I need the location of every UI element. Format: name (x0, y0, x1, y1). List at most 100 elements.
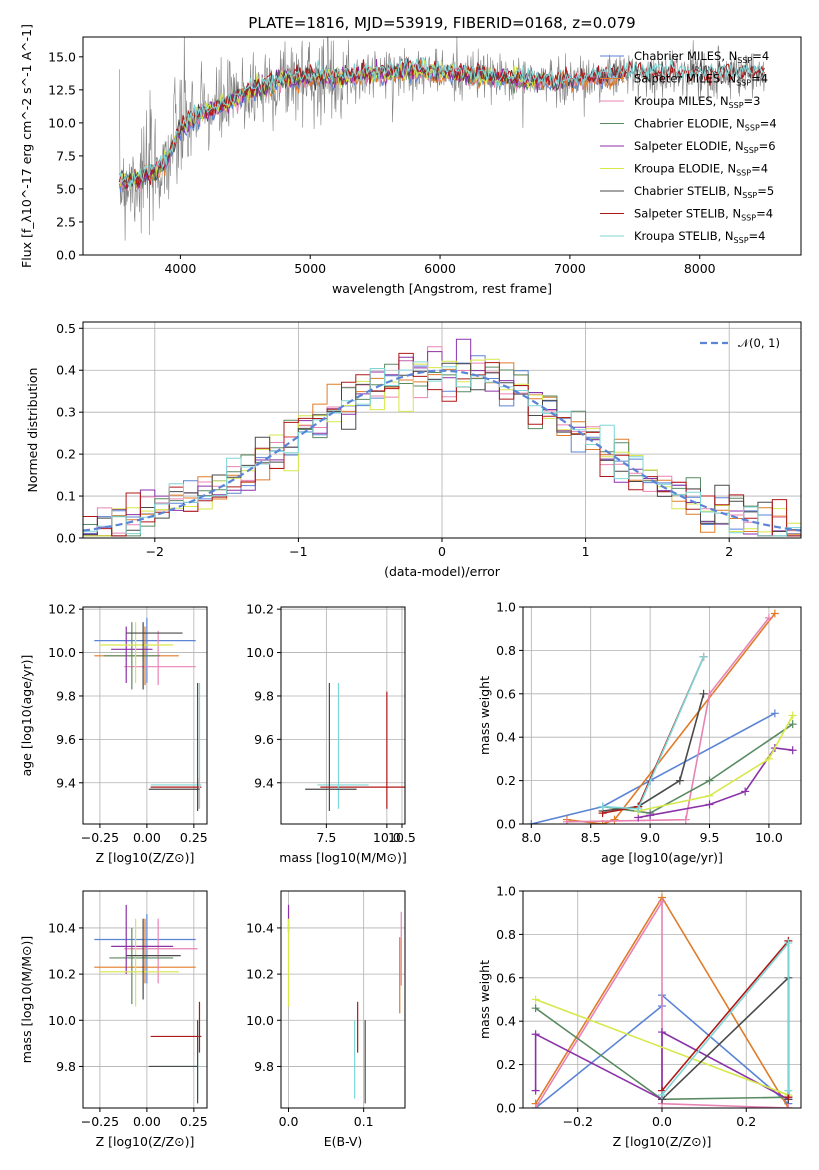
mass-weight-point (562, 817, 571, 824)
mass-weight-point (527, 820, 536, 824)
y-tick-label: 0.4 (56, 363, 76, 378)
y-axis-label: Flux [f_λ10^-17 erg cm^-2 s^-1 A^-1] (19, 24, 34, 268)
mass-weight-point (646, 811, 655, 820)
mass-weight-point (741, 787, 750, 796)
x-axis-label: Z [log10(Z/Z⊙)] (613, 1134, 712, 1149)
axes-frame (522, 606, 802, 825)
histogram-series (83, 352, 801, 537)
x-axis-label: (data-model)/error (384, 564, 501, 579)
mass-weight-point (699, 652, 708, 661)
y-tick-label: 15.0 (48, 49, 76, 64)
y-tick-label: 1.0 (496, 600, 516, 615)
mass-weight-point (705, 776, 714, 785)
y-axis-label: mass weight (477, 676, 492, 755)
y-tick-label: 10.2 (48, 967, 76, 982)
x-tick-label: 8.0 (521, 830, 541, 845)
y-tick-label: 10.0 (48, 645, 76, 660)
y-axis-label: mass [log10(M/M⊙)] (19, 936, 34, 1064)
y-tick-label: 0.6 (496, 970, 516, 985)
legend-label: Salpeter MILES, NSSP=4 (634, 72, 768, 88)
mass-weight-point (784, 939, 793, 948)
mass-weight-series (602, 656, 705, 810)
legend-label: Kroupa STELIB, NSSP=4 (634, 229, 765, 245)
x-tick-label: 5000 (294, 261, 326, 276)
y-tick-label: 0.0 (56, 531, 76, 546)
y-tick-label: 9.4 (56, 775, 76, 790)
y-tick-label: 0.5 (56, 321, 76, 336)
axes-frame (82, 36, 802, 256)
mass-weight-series (534, 899, 789, 1108)
y-tick-label: 0.0 (496, 817, 516, 832)
y-tick-label: 0.2 (496, 773, 516, 788)
histogram-series (83, 363, 801, 537)
y-tick-label: 10.4 (246, 920, 274, 935)
mass-weight-point (770, 609, 779, 618)
x-axis-label: mass [log10(M/M⊙)] (279, 850, 407, 865)
mass-weight-point (531, 995, 540, 1004)
x-tick-label: −0.25 (81, 1114, 119, 1129)
y-tick-label: 0.2 (496, 1057, 516, 1072)
mass-weight-point (531, 1104, 540, 1108)
mass-weight-vs-age-panel: 8.0 8.5 9.0 9.5 10.0 0.0 0.2 0.4 0.6 0.8 1.0 age [l… (477, 600, 802, 865)
spectrum-lines (118, 37, 766, 241)
y-axis-label: mass weight (477, 960, 492, 1039)
x-axis-label: Z [log10(Z/Z⊙)] (96, 1134, 195, 1149)
y-axis-label: age [log10(age/yr)] (19, 655, 34, 777)
x-axis-label: E(B-V) (324, 1134, 363, 1149)
x-tick-label: 0.1 (354, 1114, 374, 1129)
axes-frame (82, 321, 802, 539)
x-tick-label: 9.0 (640, 830, 660, 845)
x-tick-label: 0.0 (652, 1114, 672, 1129)
mass-weight-point (634, 804, 643, 813)
x-axis-label: Z [log10(Z/Z⊙)] (96, 850, 195, 865)
y-tick-label: 7.5 (56, 148, 76, 163)
mass-weight-point (705, 800, 714, 809)
y-tick-label: 9.8 (254, 1059, 274, 1074)
mass-weight-point (531, 1030, 540, 1039)
x-tick-label: 0.25 (180, 830, 208, 845)
y-tick-label: 0.0 (496, 1101, 516, 1116)
x-tick-label: 4000 (164, 261, 196, 276)
mass-weight-point (788, 720, 797, 729)
x-tick-label: 6000 (424, 261, 456, 276)
mass-weight-point (705, 791, 714, 800)
spectrum-panel: 4000 5000 6000 7000 8000 0.0 2.5 5.0 7.5 10.0 12.5… (19, 24, 802, 296)
residuals-panel: −2 −1 0 1 2 0.0 0.1 0.2 0.3 0.4 0.5 (data-model)/er… (25, 321, 802, 579)
mass-vs-ebv-panel: 0.0 0.1 9.8 10.0 10.2 10.4 E(B-V) (246, 890, 406, 1149)
plots-layer: 4000 5000 6000 7000 80000.02.55.07.510.012.5… (19, 24, 802, 1149)
legend-label: Salpeter STELIB, NSSP=4 (634, 207, 773, 223)
x-tick-label: 0 (438, 544, 446, 559)
x-tick-label: 9.5 (700, 830, 720, 845)
y-tick-label: 9.6 (254, 732, 274, 747)
y-tick-label: 10.4 (48, 920, 76, 935)
mass-weight-point (681, 815, 690, 824)
y-tick-label: 0.4 (496, 1014, 516, 1029)
mass-weight-point (784, 1104, 793, 1108)
y-tick-label: 0.8 (496, 643, 516, 658)
normal-curve (83, 369, 801, 532)
y-tick-label: 10.2 (246, 602, 274, 617)
mass-weight-point (675, 776, 684, 785)
x-tick-label: 1 (582, 544, 590, 559)
axes-frame (522, 890, 802, 1109)
y-tick-label: 10.0 (48, 115, 76, 130)
axes-frame (82, 606, 208, 825)
x-tick-label: 0.0 (279, 1114, 299, 1129)
x-tick-label: 10.0 (755, 830, 783, 845)
legend-label: Chabrier ELODIE, NSSP=4 (634, 117, 777, 133)
mass-weight-series (602, 693, 705, 812)
x-tick-label: 7.5 (316, 830, 336, 845)
spectrum-legend: Chabrier MILES, NSSP=4 Salpeter MILES, NS… (600, 49, 777, 245)
mass-weight-point (770, 709, 779, 718)
x-tick-label: −0.2 (563, 1114, 593, 1129)
mass-weight-point (784, 1086, 793, 1095)
x-axis-label: age [log10(age/yr)] (601, 850, 723, 865)
mass-weight-point (788, 746, 797, 755)
x-tick-label: 8000 (684, 261, 716, 276)
mass-weight-series (531, 712, 776, 824)
x-tick-label: −0.25 (81, 830, 119, 845)
mass-weight-point (610, 815, 619, 824)
x-tick-label: 0.2 (736, 1114, 756, 1129)
mass-weight-series (535, 998, 789, 1096)
mass-weight-point (531, 1004, 540, 1013)
